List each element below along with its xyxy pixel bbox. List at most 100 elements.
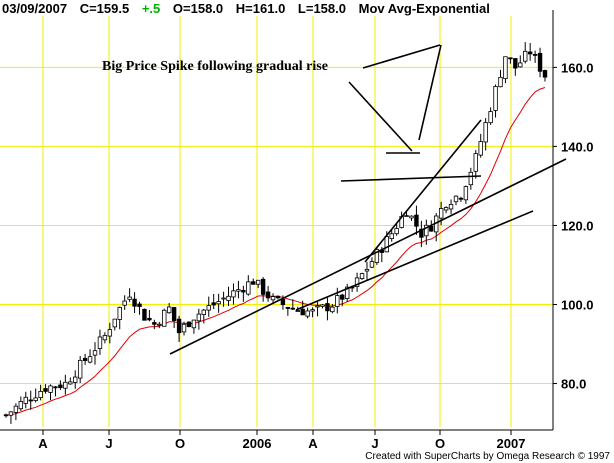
candle bbox=[181, 321, 187, 336]
candle bbox=[137, 301, 142, 315]
candle bbox=[345, 283, 350, 302]
candle bbox=[186, 321, 192, 328]
candle bbox=[73, 370, 78, 389]
candle bbox=[112, 318, 117, 331]
candle bbox=[270, 293, 276, 304]
candle bbox=[122, 295, 127, 310]
candle bbox=[211, 294, 216, 310]
candles-series bbox=[3, 42, 548, 424]
x-tick-label: J bbox=[105, 436, 112, 451]
candle bbox=[488, 107, 493, 125]
candle bbox=[364, 261, 370, 281]
candle bbox=[191, 319, 197, 334]
candle bbox=[260, 277, 266, 302]
candle bbox=[142, 308, 147, 321]
candle bbox=[265, 286, 271, 302]
candle bbox=[38, 384, 43, 401]
axes: 80.0 100.0 120.0 140.0 160.0 A J O 2006 A J O 2007 bbox=[0, 10, 594, 451]
header-date: 03/09/2007 bbox=[2, 1, 68, 16]
candle bbox=[330, 303, 335, 314]
candle bbox=[251, 278, 256, 285]
candle bbox=[18, 396, 24, 412]
candle bbox=[255, 279, 261, 289]
candle bbox=[152, 319, 157, 330]
candle bbox=[542, 69, 548, 82]
moving-average-series bbox=[5, 87, 546, 416]
candle bbox=[63, 374, 68, 395]
candle bbox=[458, 196, 464, 203]
candle bbox=[206, 296, 211, 317]
candle bbox=[3, 413, 9, 418]
candle bbox=[68, 377, 73, 385]
x-tick-label: J bbox=[371, 436, 378, 451]
candle bbox=[162, 308, 167, 327]
candle bbox=[226, 286, 231, 307]
candle bbox=[523, 42, 528, 64]
candle bbox=[443, 206, 449, 214]
moving-average-line bbox=[5, 87, 546, 416]
candle bbox=[13, 403, 19, 421]
candle bbox=[196, 308, 202, 330]
candle bbox=[468, 167, 474, 190]
candle bbox=[290, 299, 296, 310]
candle bbox=[419, 220, 424, 248]
candle bbox=[92, 342, 98, 365]
candle bbox=[58, 380, 63, 390]
candle bbox=[508, 57, 513, 64]
trendline-steep bbox=[364, 119, 482, 263]
candle bbox=[285, 306, 291, 316]
candle bbox=[414, 205, 419, 235]
candle bbox=[537, 47, 543, 78]
candle bbox=[236, 280, 241, 299]
candle bbox=[28, 390, 33, 410]
candle bbox=[231, 283, 236, 305]
candle bbox=[498, 69, 503, 88]
resistance-line bbox=[340, 175, 482, 182]
x-tick-label: A bbox=[38, 436, 48, 451]
candle bbox=[305, 307, 310, 319]
x-tick-label: 2007 bbox=[497, 436, 526, 451]
candle bbox=[340, 293, 345, 307]
candle bbox=[275, 295, 281, 300]
candle bbox=[132, 292, 137, 314]
candle bbox=[77, 356, 83, 383]
candle bbox=[246, 275, 251, 296]
annotation-pointer-upper bbox=[362, 44, 441, 69]
candle bbox=[518, 55, 523, 68]
y-tick-label: 140.0 bbox=[561, 139, 594, 154]
candle bbox=[374, 247, 380, 265]
candle bbox=[171, 307, 177, 329]
candle bbox=[117, 306, 122, 330]
candle bbox=[97, 329, 103, 355]
candle bbox=[166, 302, 172, 314]
x-tick-label: A bbox=[308, 436, 318, 451]
candle bbox=[493, 84, 498, 118]
x-tick-label: O bbox=[175, 436, 185, 451]
candle bbox=[463, 185, 469, 204]
candle bbox=[107, 322, 113, 344]
candle bbox=[201, 308, 206, 324]
annotation-pointer-lower bbox=[348, 81, 413, 152]
candle bbox=[87, 349, 93, 364]
candle bbox=[448, 199, 454, 215]
candle bbox=[216, 293, 221, 313]
candle bbox=[325, 297, 330, 321]
candle bbox=[102, 332, 108, 344]
candle bbox=[394, 222, 399, 236]
candle bbox=[315, 302, 320, 317]
candle bbox=[483, 118, 488, 151]
candle bbox=[43, 384, 48, 394]
candle bbox=[310, 307, 315, 318]
header-open: O=158.0 bbox=[172, 1, 224, 16]
y-tick-label: 100.0 bbox=[561, 297, 594, 312]
gridlines bbox=[0, 16, 553, 427]
header-change: +.5 bbox=[141, 1, 161, 16]
candle bbox=[53, 386, 58, 397]
candle bbox=[354, 272, 360, 292]
annotation-pointer-spike bbox=[418, 44, 442, 141]
header-indicator: Mov Avg-Exponential bbox=[358, 1, 490, 16]
candle bbox=[389, 229, 394, 242]
candle bbox=[82, 353, 88, 365]
trendlines bbox=[169, 44, 567, 355]
